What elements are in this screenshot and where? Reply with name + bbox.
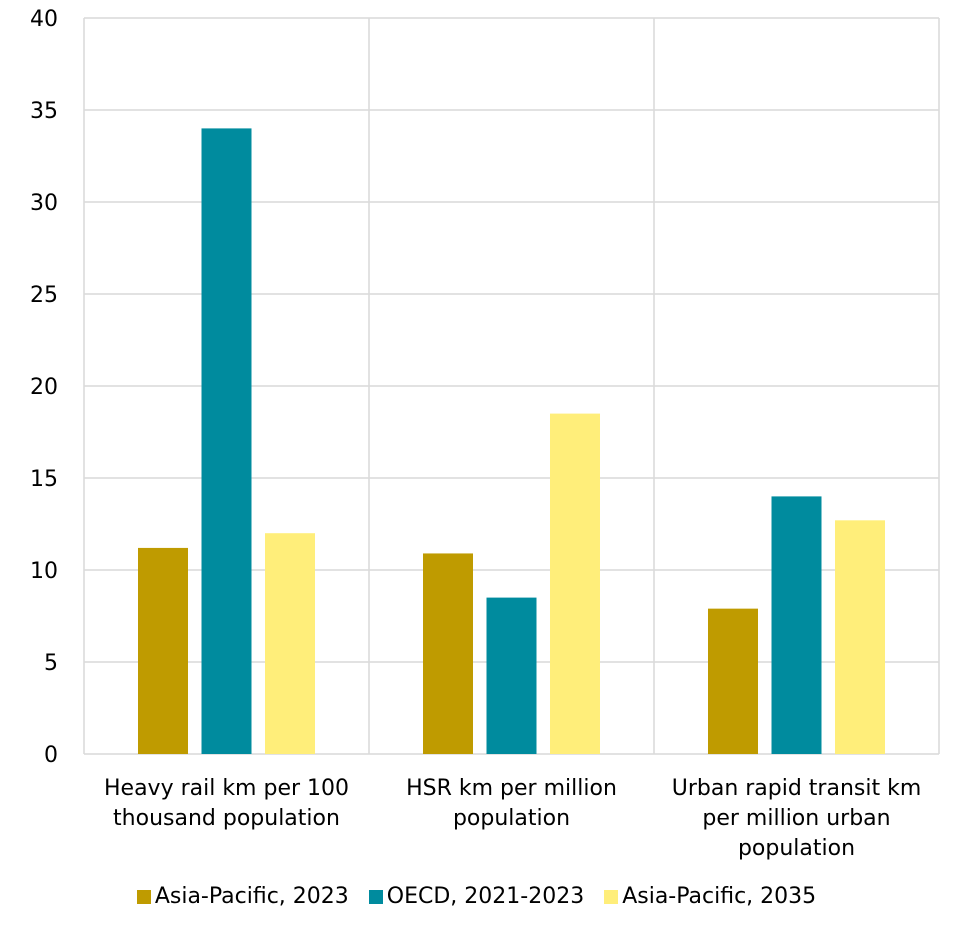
x-category-line: population	[737, 836, 856, 861]
bar-group	[138, 128, 885, 754]
legend-label: Asia-Pacific, 2023	[154, 884, 349, 909]
legend-item-asia-pacific-2035: Asia-Pacific, 2035	[604, 884, 816, 909]
x-category-line: thousand population	[113, 806, 340, 831]
x-category-line: Urban rapid transit km	[671, 776, 922, 801]
x-category-line: HSR km per million	[406, 776, 617, 801]
y-tick-label: 35	[30, 99, 58, 124]
y-tick-label: 40	[30, 7, 58, 32]
bar	[138, 547, 188, 754]
legend-item-asia-pacific-2023: Asia-Pacific, 2023	[136, 884, 349, 909]
bar	[201, 128, 252, 754]
bar	[708, 608, 758, 754]
legend-swatch	[136, 889, 151, 904]
legend-item-oecd-2021-2023: OECD, 2021-2023	[368, 884, 585, 909]
x-category-line: per million urban	[702, 806, 891, 831]
y-axis: 0 5 10 15 20 25 30 35 40	[30, 7, 58, 768]
x-category-label: HSR km per million population	[370, 774, 654, 834]
bar	[265, 533, 315, 754]
y-tick-label: 0	[44, 743, 58, 768]
legend: Asia-Pacific, 2023 OECD, 2021-2023 Asia-…	[0, 884, 953, 909]
bar	[835, 520, 885, 754]
bar	[771, 496, 822, 754]
y-tick-label: 25	[30, 283, 58, 308]
y-tick-label: 15	[30, 467, 58, 492]
legend-swatch	[604, 889, 619, 904]
bar	[486, 597, 537, 754]
legend-swatch	[368, 889, 383, 904]
x-category-line: population	[452, 806, 571, 831]
bar	[423, 553, 473, 754]
x-category-label: Urban rapid transit km per million urban p…	[655, 774, 939, 864]
x-category-label: Heavy rail km per 100 thousand population	[85, 774, 369, 834]
bar	[550, 413, 600, 754]
y-tick-label: 20	[30, 375, 58, 400]
x-category-line: Heavy rail km per 100	[103, 776, 350, 801]
y-tick-label: 10	[30, 559, 58, 584]
legend-label: OECD, 2021-2023	[386, 884, 585, 909]
legend-label: Asia-Pacific, 2035	[622, 884, 817, 909]
y-tick-label: 30	[30, 191, 58, 216]
y-tick-label: 5	[44, 651, 58, 676]
